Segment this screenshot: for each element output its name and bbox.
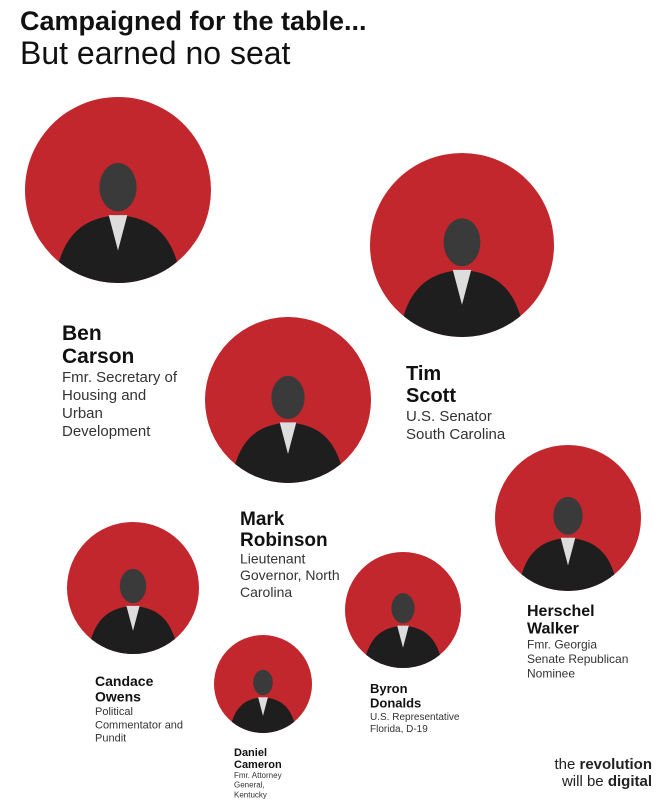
person-role: Fmr. Secretary of — [62, 369, 178, 386]
person-role: Florida, D-19 — [370, 724, 428, 735]
subtitle: But earned no seat — [20, 35, 291, 71]
person-role: Housing and — [62, 387, 146, 404]
footer-text: digital — [607, 773, 652, 790]
person-name: Donalds — [370, 695, 421, 710]
title: Campaigned for the table... — [20, 6, 367, 36]
person-role: Nominee — [527, 666, 575, 680]
person-role: Urban — [62, 405, 103, 422]
person-name: Robinson — [240, 530, 328, 551]
footer-text: revolution — [579, 756, 652, 773]
footer: the revolution will be digital — [554, 756, 652, 790]
footer-line: the revolution — [554, 756, 652, 773]
person-role: South Carolina — [406, 426, 506, 443]
person-role: U.S. Senator — [406, 408, 492, 425]
person-name: Daniel — [234, 747, 267, 759]
person-role: Senate Republican — [527, 652, 628, 666]
person-role: Political — [95, 706, 133, 718]
person-role: Carolina — [240, 584, 292, 600]
person-name: Cameron — [234, 759, 282, 771]
footer-text: will be — [561, 773, 604, 790]
person-role: Governor, North — [240, 567, 340, 583]
person-role: Pundit — [95, 733, 126, 745]
person-name: Scott — [406, 385, 456, 407]
person-role: Fmr. Georgia — [527, 638, 597, 652]
person-role: Kentucky — [234, 790, 267, 799]
footer-line: will be digital — [554, 773, 652, 790]
person-name: Walker — [527, 621, 579, 638]
person-name: Herschel — [527, 603, 595, 620]
person-name: Owens — [95, 688, 141, 704]
person-role: Commentator and — [95, 719, 183, 731]
person-name: Candace — [95, 673, 154, 689]
person-name: Byron — [370, 681, 408, 696]
person-name: Tim — [406, 363, 441, 385]
person-role: U.S. Representative — [370, 712, 460, 723]
person-name: Mark — [240, 509, 285, 530]
footer-text: the — [554, 756, 576, 773]
person-role: Fmr. Attorney — [234, 771, 282, 780]
person-role: General, — [234, 781, 265, 790]
person-role: Development — [62, 423, 151, 440]
person-role: Lieutenant — [240, 550, 306, 566]
person-name: Carson — [62, 345, 134, 368]
person-name: Ben — [62, 322, 102, 345]
